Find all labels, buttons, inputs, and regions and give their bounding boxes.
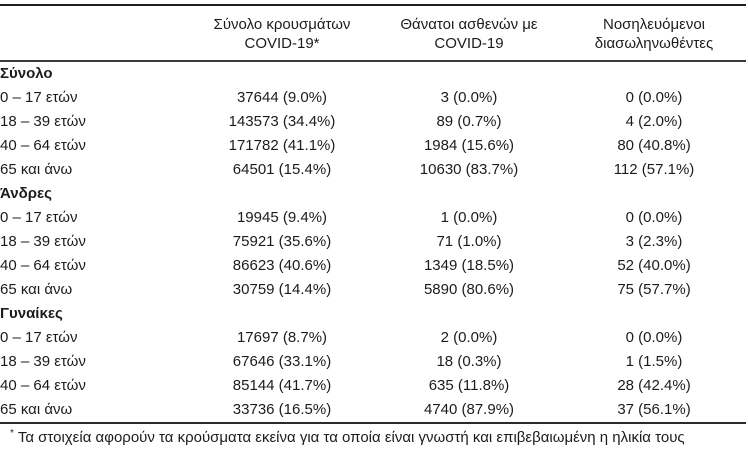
- intubated-cell: 52 (40.0%): [617, 257, 691, 274]
- empty-cell: [188, 302, 376, 326]
- age-row: 65 και άνω 33736 (16.5%) 4740 (87.9%) 37…: [0, 398, 746, 423]
- deaths-cell: 3 (0.0%): [440, 89, 498, 106]
- cases-cell: 143573 (34.4%): [228, 113, 336, 130]
- age-label-cell: 0 – 17 ετών: [0, 89, 78, 106]
- cases-cell: 64501 (15.4%): [232, 161, 332, 178]
- table-body: Σύνολο 0 – 17 ετών 37644 (9.0%) 3 (0.0%)…: [0, 61, 746, 423]
- footnote-asterisk: *: [10, 428, 14, 439]
- cases-cell: 75921 (35.6%): [232, 233, 332, 250]
- section-row-women: Γυναίκες: [0, 302, 746, 326]
- empty-cell: [562, 182, 746, 206]
- header-deaths: Θάνατοι ασθενών με COVID-19: [376, 5, 562, 62]
- empty-cell: [188, 61, 376, 86]
- empty-cell: [376, 182, 562, 206]
- intubated-cell: 75 (57.7%): [617, 281, 691, 298]
- age-label-cell: 0 – 17 ετών: [0, 329, 78, 346]
- intubated-cell: 4 (2.0%): [625, 113, 683, 130]
- header-deaths-line1: Θάνατοι ασθενών με: [400, 16, 538, 33]
- age-row: 40 – 64 ετών 171782 (41.1%) 1984 (15.6%)…: [0, 134, 746, 158]
- cases-cell: 33736 (16.5%): [232, 401, 332, 418]
- empty-cell: [376, 61, 562, 86]
- age-row: 40 – 64 ετών 85144 (41.7%) 635 (11.8%) 2…: [0, 374, 746, 398]
- table-header: Σύνολο κρουσμάτων COVID-19* Θάνατοι ασθε…: [0, 5, 746, 62]
- footnote-text: Τα στοιχεία αφορούν τα κρούσματα εκείνα …: [17, 429, 685, 446]
- intubated-cell: 0 (0.0%): [625, 209, 683, 226]
- age-row: 18 – 39 ετών 75921 (35.6%) 71 (1.0%) 3 (…: [0, 230, 746, 254]
- cases-cell: 19945 (9.4%): [236, 209, 328, 226]
- covid-statistics-table: Σύνολο κρουσμάτων COVID-19* Θάνατοι ασθε…: [0, 4, 746, 424]
- deaths-cell: 5890 (80.6%): [423, 281, 515, 298]
- age-row: 65 και άνω 30759 (14.4%) 5890 (80.6%) 75…: [0, 278, 746, 302]
- cases-cell: 171782 (41.1%): [228, 137, 336, 154]
- intubated-cell: 3 (2.3%): [625, 233, 683, 250]
- deaths-cell: 18 (0.3%): [436, 353, 502, 370]
- age-row: 0 – 17 ετών 37644 (9.0%) 3 (0.0%) 0 (0.0…: [0, 86, 746, 110]
- header-intubated-line2: διασωληνωθέντες: [594, 35, 714, 52]
- age-label-cell: 0 – 17 ετών: [0, 209, 78, 226]
- cases-cell: 67646 (33.1%): [232, 353, 332, 370]
- deaths-cell: 89 (0.7%): [436, 113, 502, 130]
- header-deaths-line2: COVID-19: [434, 35, 504, 52]
- age-label-cell: 40 – 64 ετών: [0, 377, 86, 394]
- section-label: Σύνολο: [0, 65, 53, 82]
- age-row: 65 και άνω 64501 (15.4%) 10630 (83.7%) 1…: [0, 158, 746, 182]
- age-row: 0 – 17 ετών 19945 (9.4%) 1 (0.0%) 0 (0.0…: [0, 206, 746, 230]
- age-row: 18 – 39 ετών 67646 (33.1%) 18 (0.3%) 1 (…: [0, 350, 746, 374]
- deaths-cell: 2 (0.0%): [440, 329, 498, 346]
- deaths-cell: 10630 (83.7%): [419, 161, 519, 178]
- cases-cell: 17697 (8.7%): [236, 329, 328, 346]
- intubated-cell: 112 (57.1%): [613, 161, 695, 178]
- header-empty-cell: [0, 5, 188, 62]
- header-total-cases: Σύνολο κρουσμάτων COVID-19*: [188, 5, 376, 62]
- header-intubated-line1: Νοσηλευόμενοι: [602, 16, 705, 33]
- intubated-cell: 0 (0.0%): [625, 89, 683, 106]
- age-row: 0 – 17 ετών 17697 (8.7%) 2 (0.0%) 0 (0.0…: [0, 326, 746, 350]
- header-total-cases-line2: COVID-19*: [244, 35, 320, 52]
- age-row: 40 – 64 ετών 86623 (40.6%) 1349 (18.5%) …: [0, 254, 746, 278]
- deaths-cell: 1984 (15.6%): [423, 137, 515, 154]
- section-label: Άνδρες: [0, 185, 52, 202]
- section-row-total: Σύνολο: [0, 61, 746, 86]
- intubated-cell: 1 (1.5%): [625, 353, 683, 370]
- deaths-cell: 1 (0.0%): [440, 209, 498, 226]
- cases-cell: 30759 (14.4%): [232, 281, 332, 298]
- age-label-cell: 18 – 39 ετών: [0, 113, 86, 130]
- intubated-cell: 28 (42.4%): [617, 377, 691, 394]
- age-label-cell: 40 – 64 ετών: [0, 257, 86, 274]
- age-row: 18 – 39 ετών 143573 (34.4%) 89 (0.7%) 4 …: [0, 110, 746, 134]
- intubated-cell: 0 (0.0%): [625, 329, 683, 346]
- intubated-cell: 37 (56.1%): [617, 401, 691, 418]
- header-intubated: Νοσηλευόμενοι διασωληνωθέντες: [562, 5, 746, 62]
- section-label: Γυναίκες: [0, 305, 63, 322]
- age-label-cell: 65 και άνω: [0, 161, 73, 178]
- empty-cell: [562, 61, 746, 86]
- deaths-cell: 4740 (87.9%): [423, 401, 515, 418]
- age-label-cell: 65 και άνω: [0, 401, 73, 418]
- deaths-cell: 635 (11.8%): [428, 377, 510, 394]
- age-label-cell: 18 – 39 ετών: [0, 353, 86, 370]
- empty-cell: [188, 182, 376, 206]
- cases-cell: 37644 (9.0%): [236, 89, 328, 106]
- header-row: Σύνολο κρουσμάτων COVID-19* Θάνατοι ασθε…: [0, 5, 746, 62]
- cases-cell: 85144 (41.7%): [232, 377, 332, 394]
- header-total-cases-line1: Σύνολο κρουσμάτων: [213, 16, 351, 33]
- empty-cell: [562, 302, 746, 326]
- deaths-cell: 71 (1.0%): [436, 233, 502, 250]
- age-label-cell: 65 και άνω: [0, 281, 73, 298]
- empty-cell: [376, 302, 562, 326]
- age-label-cell: 40 – 64 ετών: [0, 137, 86, 154]
- cases-cell: 86623 (40.6%): [232, 257, 332, 274]
- intubated-cell: 80 (40.8%): [617, 137, 691, 154]
- footnote: * Τα στοιχεία αφορούν τα κρούσματα εκείν…: [0, 424, 748, 447]
- deaths-cell: 1349 (18.5%): [423, 257, 515, 274]
- age-label-cell: 18 – 39 ετών: [0, 233, 86, 250]
- section-row-men: Άνδρες: [0, 182, 746, 206]
